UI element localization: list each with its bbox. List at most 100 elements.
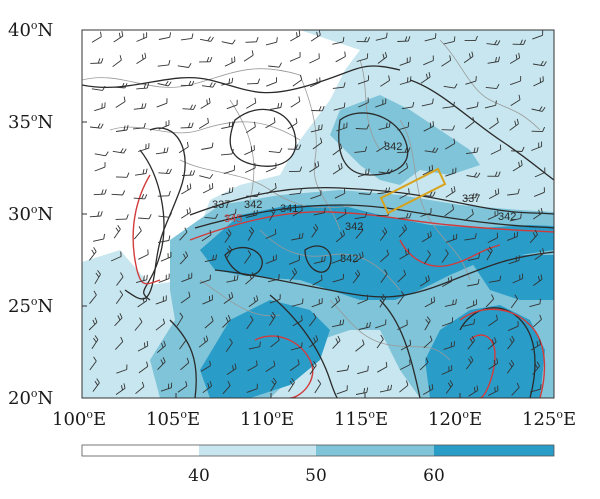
wind-barb xyxy=(136,36,147,42)
wind-barb xyxy=(181,277,192,283)
wind-barb xyxy=(532,34,543,40)
wind-barb-feather xyxy=(385,361,388,367)
wind-barb-feather xyxy=(233,275,236,281)
wind-barb xyxy=(158,172,170,175)
wind-barb-feather xyxy=(227,315,231,320)
contour-label: 342 xyxy=(345,221,363,233)
wind-barb-feather xyxy=(276,37,278,43)
wind-barb-feather xyxy=(96,378,100,384)
wind-barb-feather xyxy=(138,226,142,231)
wind-barb-feather xyxy=(121,82,125,88)
wind-barb-feather xyxy=(189,104,193,110)
colorbar-bin-3 xyxy=(316,445,434,456)
wind-barb xyxy=(204,259,216,263)
wind-barb xyxy=(292,210,303,217)
wind-barb xyxy=(198,340,209,348)
wind-barb-feather xyxy=(383,227,388,233)
wind-barb-feather xyxy=(453,36,456,42)
wind-barb-feather xyxy=(259,341,261,347)
contour-label: 342 xyxy=(498,211,516,223)
wind-barb-feather xyxy=(494,386,496,393)
wind-barb-feather xyxy=(103,233,105,239)
wind-barb xyxy=(465,151,477,155)
wind-barb xyxy=(332,167,343,175)
wind-barb xyxy=(486,43,498,46)
wind-barb-feather xyxy=(231,186,234,193)
wind-barb-feather xyxy=(314,223,319,229)
wind-barb-feather xyxy=(405,213,409,219)
wind-barb-feather xyxy=(382,229,386,235)
longitude-labels: 100oE 105oE 110oE 115oE 120oE 125oE xyxy=(52,408,576,430)
wind-barb-feather xyxy=(189,207,191,213)
wind-barb xyxy=(93,238,104,242)
wind-barb-feather xyxy=(124,83,128,89)
wind-barb xyxy=(246,102,257,109)
wind-barb xyxy=(309,57,320,64)
wind-barb-feather xyxy=(453,186,456,192)
wind-barb xyxy=(157,361,166,371)
wind-barb xyxy=(397,274,406,283)
wind-barb xyxy=(332,340,341,349)
wind-barb xyxy=(94,153,106,157)
wind-barb-feather xyxy=(163,340,166,346)
wind-barb xyxy=(92,382,100,392)
wind-barb xyxy=(91,339,99,350)
wind-barb xyxy=(486,250,493,261)
wind-barb xyxy=(424,37,436,42)
wind-barb-feather xyxy=(387,187,391,193)
wind-barb-feather xyxy=(476,101,479,107)
wind-barb xyxy=(463,56,474,64)
lon-label-105: 105oE xyxy=(146,408,200,430)
wind-barb-feather xyxy=(387,385,389,391)
colorbar-bin-2 xyxy=(199,445,316,456)
wind-barb xyxy=(221,125,233,129)
wind-barb-feather xyxy=(297,359,300,365)
wind-barb-feather xyxy=(188,291,191,297)
wind-barb-feather xyxy=(227,380,231,386)
wind-barb-feather xyxy=(311,363,315,369)
wind-barb-feather xyxy=(97,58,101,64)
wind-barb-feather xyxy=(169,32,172,38)
wind-barb xyxy=(510,150,523,152)
wind-barb-feather xyxy=(207,36,211,42)
wind-barb xyxy=(160,387,172,392)
wind-barb-feather xyxy=(447,277,450,283)
wind-barb-feather xyxy=(295,118,298,124)
wind-barb-feather xyxy=(497,171,501,177)
wind-barb xyxy=(265,122,276,129)
wind-barb xyxy=(532,365,540,375)
wind-barb xyxy=(332,278,344,283)
wind-barb xyxy=(355,391,367,395)
wind-barb xyxy=(116,369,127,374)
wind-barb xyxy=(180,212,191,219)
contour-label: 342 xyxy=(244,199,262,211)
wind-barb-feather xyxy=(477,279,480,285)
wind-barb xyxy=(157,64,169,67)
wind-barb-feather xyxy=(141,54,144,60)
wind-barb-feather xyxy=(248,229,253,235)
wind-barb-feather xyxy=(166,147,169,153)
wind-barb xyxy=(266,81,277,87)
wind-barb xyxy=(158,36,170,40)
wind-barb xyxy=(310,34,321,42)
wind-barb-feather xyxy=(314,162,317,168)
wind-barb xyxy=(291,303,303,307)
wind-barb xyxy=(356,57,368,62)
wind-barb xyxy=(308,317,317,327)
wind-barb xyxy=(88,321,98,331)
wind-barb xyxy=(179,255,189,265)
wind-barb-feather xyxy=(523,39,526,45)
wind-barb xyxy=(465,121,475,130)
lat-label-25: 25oN xyxy=(8,295,53,317)
wind-barb-feather xyxy=(165,168,169,174)
wind-barb-feather xyxy=(429,191,433,197)
wind-barb-feather xyxy=(339,320,342,326)
wind-barb xyxy=(115,294,124,305)
wind-barb xyxy=(489,122,499,130)
wind-barb xyxy=(114,341,124,350)
wind-barb-feather xyxy=(516,118,519,124)
wind-barb xyxy=(442,106,454,109)
wind-barb xyxy=(93,193,105,196)
wind-barb-feather xyxy=(321,124,323,130)
wind-barb xyxy=(333,106,345,111)
